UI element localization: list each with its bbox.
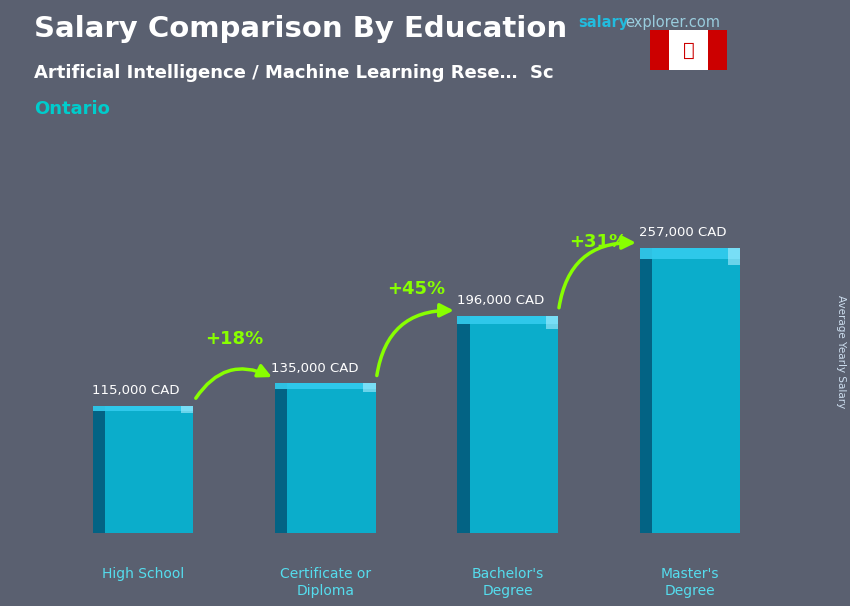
FancyBboxPatch shape — [275, 383, 376, 533]
Bar — [181, 405, 193, 413]
Bar — [546, 316, 558, 328]
Bar — [639, 248, 740, 259]
Text: Certificate or
Diploma: Certificate or Diploma — [280, 567, 371, 598]
Text: explorer.com: explorer.com — [625, 15, 720, 30]
Bar — [670, 30, 707, 70]
Text: 🍁: 🍁 — [683, 41, 694, 59]
Text: Salary Comparison By Education: Salary Comparison By Education — [34, 15, 567, 43]
Bar — [639, 248, 652, 533]
FancyBboxPatch shape — [457, 316, 558, 533]
Text: Artificial Intelligence / Machine Learning Rese…  Sc: Artificial Intelligence / Machine Learni… — [34, 64, 553, 82]
Text: +31%: +31% — [570, 233, 627, 251]
Bar — [650, 30, 670, 70]
Bar — [364, 383, 376, 392]
Text: 115,000 CAD: 115,000 CAD — [93, 384, 180, 397]
FancyBboxPatch shape — [94, 405, 193, 533]
Bar — [457, 316, 558, 324]
FancyBboxPatch shape — [639, 248, 740, 533]
Text: 257,000 CAD: 257,000 CAD — [638, 227, 726, 239]
Text: Ontario: Ontario — [34, 100, 110, 118]
Bar — [275, 383, 287, 533]
Bar — [94, 405, 193, 411]
Text: High School: High School — [102, 567, 184, 581]
Text: +18%: +18% — [205, 330, 264, 348]
Bar — [275, 383, 376, 389]
Text: 196,000 CAD: 196,000 CAD — [456, 294, 544, 307]
Bar — [94, 405, 105, 533]
Text: Master's
Degree: Master's Degree — [660, 567, 719, 598]
Text: +45%: +45% — [388, 280, 445, 298]
Bar — [728, 248, 740, 265]
Text: Average Yearly Salary: Average Yearly Salary — [836, 295, 846, 408]
Text: 135,000 CAD: 135,000 CAD — [271, 362, 359, 375]
Text: Bachelor's
Degree: Bachelor's Degree — [472, 567, 544, 598]
Text: salary: salary — [578, 15, 628, 30]
Bar — [457, 316, 469, 533]
Bar — [707, 30, 727, 70]
